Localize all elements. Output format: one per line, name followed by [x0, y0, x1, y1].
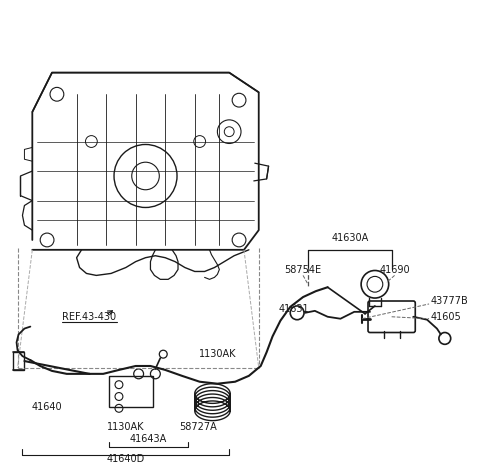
- Text: 58727A: 58727A: [179, 422, 216, 432]
- Text: 41605: 41605: [431, 312, 462, 322]
- Text: 41643A: 41643A: [130, 434, 167, 444]
- Text: 43777B: 43777B: [431, 296, 469, 306]
- Text: 41631: 41631: [279, 304, 310, 314]
- Text: 41640D: 41640D: [107, 454, 145, 464]
- Text: 58754E: 58754E: [285, 265, 322, 275]
- Bar: [109, 376, 154, 407]
- Text: 1130AK: 1130AK: [199, 349, 236, 359]
- Text: 41630A: 41630A: [332, 233, 369, 243]
- Text: REF.43-430: REF.43-430: [62, 312, 117, 322]
- Text: 41640: 41640: [32, 402, 62, 412]
- Text: 1130AK: 1130AK: [107, 422, 144, 432]
- Text: 41690: 41690: [379, 265, 410, 275]
- Bar: [12, 352, 24, 370]
